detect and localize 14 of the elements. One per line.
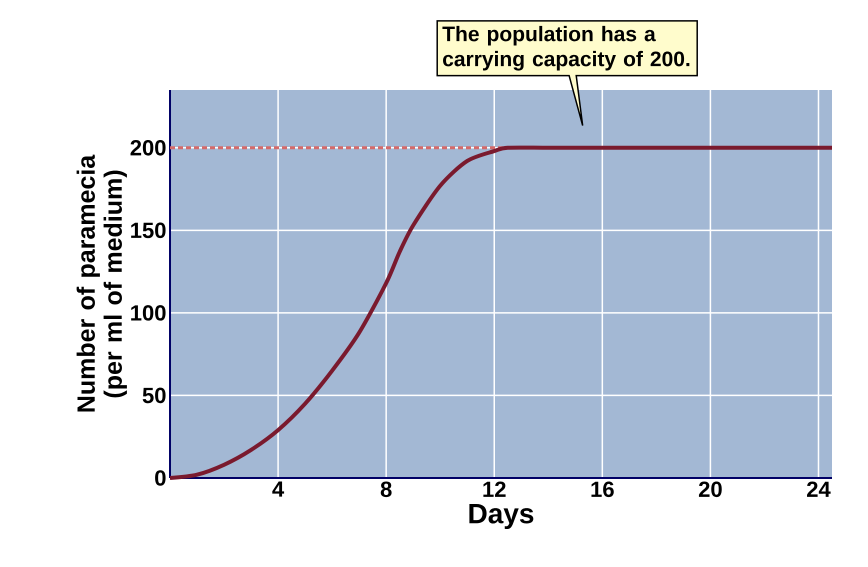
x-tick-label: 4	[272, 482, 284, 497]
y-tick-label: 100	[131, 305, 166, 321]
y-tick-label: 50	[142, 388, 166, 404]
y-tick-label: 200	[130, 140, 166, 156]
text: The population has a carrying capacity of 200.	[442, 26, 690, 71]
x-tick-label: 12	[483, 482, 506, 497]
x-tick-label: 8	[380, 482, 392, 498]
y-tick-label: 0	[155, 470, 166, 486]
y-axis-title: Number of paramecia (per ml of medium)	[76, 154, 127, 412]
x-axis-title: Days	[469, 504, 534, 530]
x-tick-label: 20	[698, 482, 722, 498]
x-tick-label: 16	[591, 482, 614, 498]
x-tick-label: 24	[807, 482, 831, 497]
y-tick-label: 150	[131, 222, 166, 238]
